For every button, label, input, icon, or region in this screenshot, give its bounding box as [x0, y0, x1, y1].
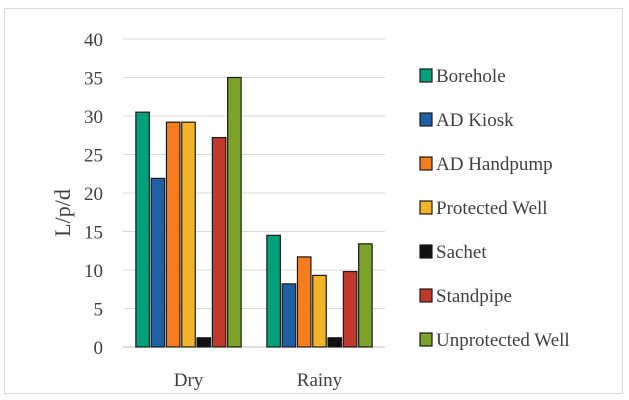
x-tick-label: Dry: [174, 370, 204, 391]
legend-swatch: [419, 156, 433, 171]
bar-standpipe-rainy: [342, 270, 358, 348]
y-axis-label: L/p/d: [50, 189, 75, 237]
bar-ad-handpump-rainy: [296, 256, 312, 348]
bars: [135, 76, 373, 348]
bar-unprotected-well-dry: [227, 76, 242, 348]
legend-swatch: [419, 244, 433, 259]
bar-protected-well-dry: [181, 121, 196, 348]
y-tick-label: 35: [84, 69, 103, 90]
y-tick-label: 5: [94, 300, 104, 321]
legend-label: Unprotected Well: [436, 330, 570, 351]
legend-item: Standpipe: [419, 286, 512, 307]
legend-label: Sachet: [436, 242, 487, 263]
legend-item: Sachet: [419, 242, 487, 263]
legend-label: AD Kiosk: [436, 110, 514, 131]
legend-label: Protected Well: [436, 198, 548, 219]
bar-borehole-rainy: [266, 234, 281, 348]
bar-borehole-dry: [135, 111, 150, 348]
y-tick-label: 15: [84, 223, 103, 244]
bar-unprotected-well-rainy: [358, 243, 373, 348]
bar-sachet-dry: [196, 337, 212, 348]
y-tick-label: 40: [84, 30, 103, 51]
legend-label: Borehole: [436, 66, 506, 87]
legend-item: AD Handpump: [419, 154, 553, 175]
y-tick-label: 20: [84, 184, 103, 205]
legend-swatch: [419, 288, 433, 303]
bar-ad-handpump-dry: [165, 121, 181, 348]
legend: Borehole AD Kiosk AD Handpump Protected Wel…: [419, 66, 570, 351]
y-tick-labels: 0 5 10 15 20 25 30 35 40: [84, 30, 103, 359]
x-tick-label: Rainy: [297, 370, 343, 391]
legend-swatch: [419, 112, 433, 127]
bar-ad-kiosk-rainy: [281, 283, 297, 348]
y-tick-label: 0: [94, 338, 104, 359]
legend-item: Unprotected Well: [419, 330, 570, 351]
y-tick-label: 30: [84, 107, 103, 128]
legend-item: Borehole: [419, 66, 506, 87]
bar-protected-well-rainy: [312, 274, 327, 348]
x-tick-labels: Dry Rainy: [174, 370, 343, 391]
legend-item: AD Kiosk: [419, 110, 514, 131]
legend-item: Protected Well: [419, 198, 548, 219]
y-tick-label: 10: [84, 261, 103, 282]
legend-swatch: [419, 68, 433, 83]
y-tick-label: 25: [84, 146, 103, 167]
bar-standpipe-dry: [211, 136, 227, 348]
legend-label: AD Handpump: [436, 154, 553, 175]
bar-ad-kiosk-dry: [150, 177, 166, 348]
legend-swatch: [419, 332, 433, 347]
legend-swatch: [419, 200, 433, 215]
legend-label: Standpipe: [436, 286, 512, 307]
bar-sachet-rainy: [327, 337, 343, 348]
